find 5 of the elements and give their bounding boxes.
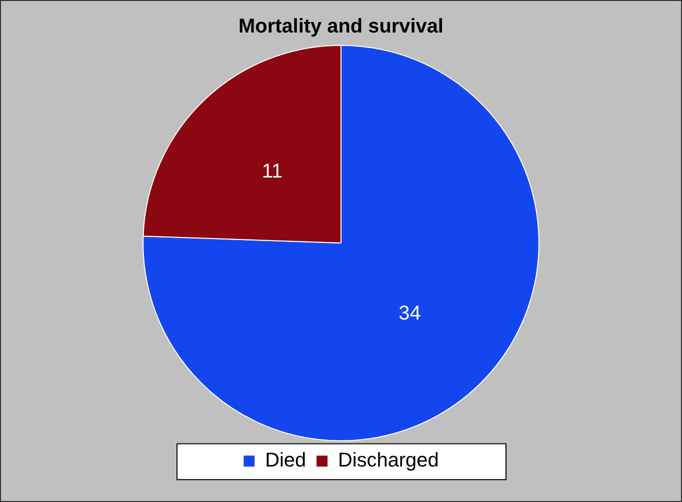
legend-label: Died (265, 450, 306, 472)
data-label: 34 (398, 302, 421, 325)
data-label: 11 (262, 160, 283, 182)
legend-label: Discharged (338, 450, 439, 472)
chart-title: Mortality and survival (238, 15, 444, 38)
